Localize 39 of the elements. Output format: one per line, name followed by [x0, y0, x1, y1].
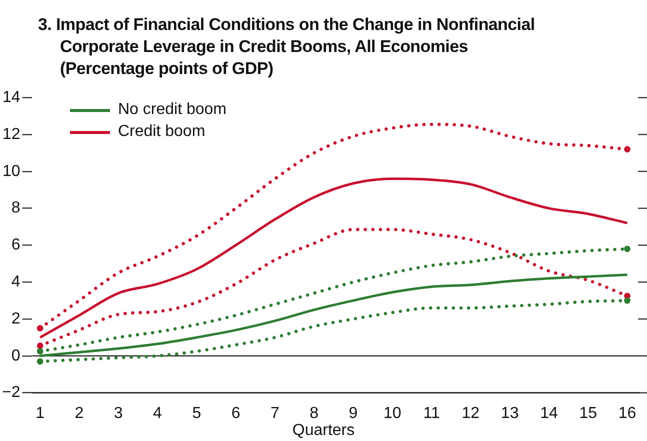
point — [36, 342, 44, 349]
x-tick-label: 8 — [310, 404, 319, 422]
x-tick-label: 9 — [348, 404, 358, 422]
point — [36, 325, 44, 332]
point — [624, 297, 630, 304]
x-tick-label: 6 — [231, 404, 240, 422]
x-tick-label: 14 — [540, 404, 558, 422]
point — [624, 246, 630, 252]
chart-subtitle: (Percentage points of GDP) — [59, 58, 274, 80]
x-tick-label: 10 — [383, 404, 402, 422]
chart-title: 3. Impact of Financial Conditions on the Change in Nonfinancial Corporate Leverage in Credit Booms, All Economies — [38, 14, 536, 58]
point — [624, 146, 630, 152]
y-tick-label: 12 — [2, 126, 20, 143]
point — [36, 358, 44, 365]
x-tick-label: 16 — [618, 404, 636, 422]
x-tick-label: 13 — [500, 404, 519, 422]
x-tick-label: 3 — [114, 404, 123, 422]
y-tick-label: 0 — [11, 347, 20, 364]
y-tick-label: 14 — [2, 89, 20, 106]
point — [36, 348, 44, 354]
x-tick-label: 7 — [270, 404, 280, 422]
y-tick-label: 10 — [2, 162, 20, 180]
x-tick-label: 4 — [153, 404, 162, 422]
x-tick-label: 12 — [462, 404, 480, 422]
legend-label: Credit boom — [118, 123, 206, 141]
x-tick-label: 2 — [74, 404, 84, 422]
point — [624, 292, 630, 300]
x-tick-label: 5 — [192, 404, 202, 422]
y-tick-label: 2 — [11, 310, 20, 328]
y-tick-label: 8 — [11, 200, 20, 217]
x-tick-label: 15 — [579, 404, 598, 422]
y-tick-label: 4 — [11, 274, 20, 291]
legend-label: No credit boom — [118, 101, 226, 119]
x-axis-title: Quarters — [291, 422, 356, 440]
x-tick-label: 11 — [423, 404, 440, 422]
x-tick-label: 1 — [36, 404, 45, 422]
line-series — [38, 178, 629, 339]
y-tick-label: −2 — [2, 384, 20, 402]
y-tick-label: 6 — [11, 236, 20, 254]
